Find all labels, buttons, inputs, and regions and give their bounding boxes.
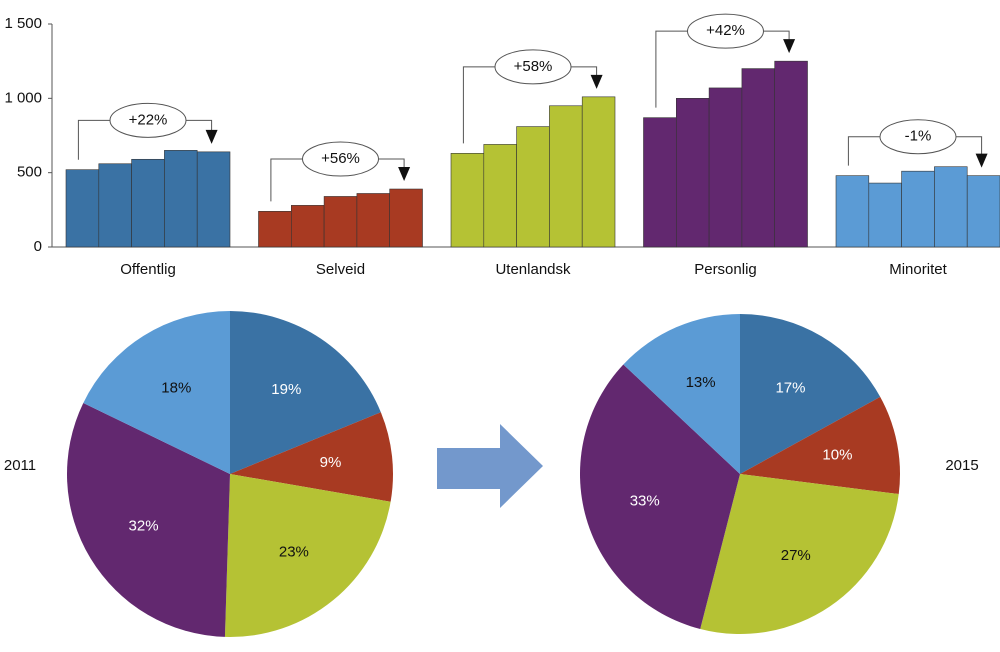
slice-label: 17%: [775, 380, 805, 397]
annotation: +22%: [129, 111, 168, 128]
pie-slice: [740, 396, 900, 495]
bar: [323, 196, 358, 248]
annotation-bubble: [687, 13, 764, 49]
x-tick-label: Selveid: [316, 261, 365, 278]
bar: [835, 175, 870, 248]
pie-slice: [740, 314, 881, 474]
bar: [483, 144, 517, 248]
annotation: +42%: [706, 22, 745, 39]
x-tick-label: Offentlig: [120, 261, 176, 278]
pie-label: 2011: [4, 457, 36, 474]
bar: [516, 126, 550, 248]
bar: [356, 193, 390, 248]
pie-slice: [230, 412, 393, 502]
pie-slice: [700, 474, 899, 635]
slice-label: 9%: [320, 454, 342, 471]
bar: [774, 60, 808, 248]
slice-label: 32%: [129, 517, 159, 534]
bracket-arrow: [398, 167, 411, 182]
slice-label: 10%: [822, 446, 852, 463]
pie-slice: [83, 311, 231, 474]
bar: [389, 188, 423, 248]
annotation: +56%: [321, 150, 360, 167]
y-tick-label: 500: [17, 164, 42, 181]
pie-label: 2015: [945, 457, 978, 474]
bar: [934, 166, 968, 248]
bar: [901, 170, 935, 248]
y-tick-label: 1 000: [4, 89, 42, 106]
slice-label: 13%: [686, 374, 716, 391]
annotation: -1%: [905, 128, 932, 145]
pie-slice: [230, 311, 381, 474]
slice-label: 33%: [630, 493, 660, 510]
bar: [675, 98, 710, 248]
x-tick-label: Minoritet: [889, 261, 947, 278]
bar: [131, 158, 165, 248]
y-tick-label: 0: [34, 238, 42, 255]
bar: [741, 68, 776, 248]
annotation-bubble: [879, 119, 957, 155]
bar: [643, 117, 677, 248]
bar: [196, 151, 231, 248]
bar: [868, 182, 902, 248]
x-tick-label: Utenlandsk: [495, 261, 571, 278]
bar: [98, 163, 132, 248]
slice-label: 19%: [271, 381, 301, 398]
bracket-arrow: [783, 39, 796, 54]
slice-label: 23%: [279, 543, 309, 560]
bar: [164, 150, 198, 248]
slice-label: 27%: [781, 547, 811, 564]
pie-slice: [623, 314, 740, 474]
bar: [581, 96, 616, 248]
annotation: +58%: [514, 58, 553, 75]
slice-label: 18%: [161, 379, 191, 396]
y-tick-label: 1 500: [4, 15, 42, 32]
bar: [450, 153, 485, 248]
pie-slice: [224, 474, 391, 637]
annotation-bubble: [109, 102, 187, 138]
annotation-bubble: [302, 141, 379, 177]
bracket-arrow: [205, 129, 218, 144]
bar: [65, 169, 100, 248]
pie-slice: [67, 402, 231, 637]
pie-slice: [579, 364, 740, 629]
bar: [258, 211, 292, 248]
bar: [708, 87, 743, 248]
annotation-bubble: [494, 49, 572, 85]
bracket-arrow: [590, 74, 603, 89]
arrow: [437, 424, 543, 508]
x-tick-label: Personlig: [694, 261, 757, 278]
bar: [290, 205, 325, 248]
bar: [549, 105, 583, 248]
bar: [966, 175, 1000, 248]
bracket-arrow: [975, 153, 988, 168]
